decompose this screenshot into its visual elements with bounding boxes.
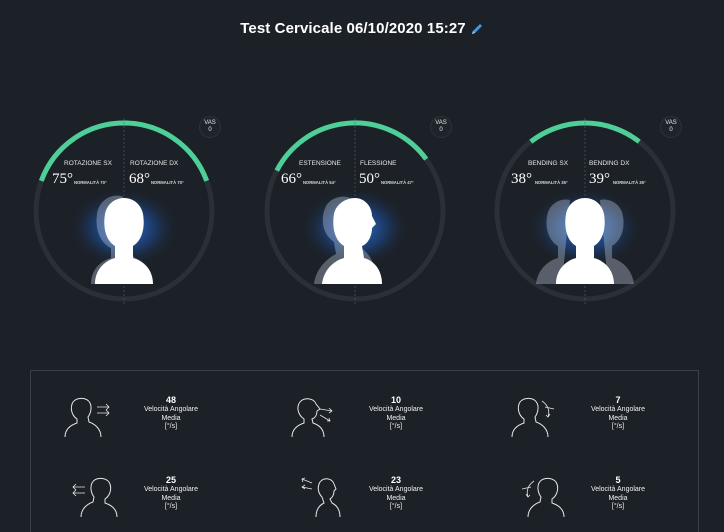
metric-label: Velocità Angolare Media [°/s]	[131, 486, 211, 512]
metric-unit: [°/s]	[389, 423, 403, 430]
metric-label-line: Velocità Angolare	[590, 406, 646, 413]
bending-left-head-icon	[521, 477, 565, 518]
rotation-left-head-icon	[72, 477, 118, 518]
left-angle: 66°	[281, 171, 302, 187]
metric-value: 7	[615, 395, 621, 405]
metric-card: 10 Velocità Angolare Media [°/s]	[286, 395, 486, 455]
vas-label: VAS	[435, 120, 447, 126]
right-norm: NORMALITÀ 47°	[381, 180, 414, 185]
metric-label-line: Velocità Angolare	[368, 406, 424, 413]
left-angle: 38°	[511, 171, 532, 187]
metric-unit: [°/s]	[611, 503, 625, 510]
metric-label-line: Velocità Angolare	[368, 486, 424, 493]
metric-label: Velocità Angolare Media [°/s]	[131, 406, 211, 432]
bending-right-head-icon	[511, 397, 555, 438]
metric-label-line: Media	[161, 494, 181, 502]
metric-label-line: Media	[161, 414, 181, 422]
gauge-flesso-estensione: VAS 0 ESTENSIONE FLESSIONE 66° NORMALITÀ…	[262, 108, 452, 314]
left-label: BENDING SX	[528, 160, 569, 167]
metric-value: 10	[390, 395, 401, 405]
metric-value: 25	[165, 475, 176, 485]
title-row: Test Cervicale 06/10/2020 15:27	[0, 20, 724, 37]
metric-unit: [°/s]	[164, 423, 178, 430]
gauge-ring	[33, 118, 215, 304]
right-label: FLESSIONE	[360, 160, 397, 167]
left-norm: NORMALITÀ 54°	[303, 180, 336, 185]
right-label: BENDING DX	[589, 160, 630, 167]
metric-unit: [°/s]	[389, 503, 403, 510]
gauge-rotazione: VAS 0 ROTAZIONE SX ROTAZIONE DX 75° NORM…	[31, 108, 221, 314]
metric-value: 5	[615, 475, 621, 485]
gauge-ring	[494, 118, 676, 304]
right-angle: 39°	[589, 171, 610, 187]
metric-card: 7 Velocità Angolare Media [°/s]	[508, 395, 708, 455]
right-angle: 50°	[359, 171, 380, 187]
metric-unit: [°/s]	[164, 503, 178, 510]
left-label: ROTAZIONE SX	[64, 160, 112, 167]
left-norm: NORMALITÀ 35°	[535, 180, 568, 185]
metric-label-line: Media	[386, 414, 406, 422]
vas-badge[interactable]: VAS 0	[430, 116, 452, 138]
metric-label-line: Media	[608, 494, 628, 502]
pencil-icon[interactable]	[470, 22, 484, 36]
metric-unit: [°/s]	[611, 423, 625, 430]
right-norm: NORMALITÀ 70°	[151, 180, 184, 185]
metric-label-line: Velocità Angolare	[143, 486, 199, 493]
extension-head-icon	[301, 477, 341, 518]
metric-card: 5 Velocità Angolare Media [°/s]	[508, 475, 708, 532]
vas-value: 0	[208, 127, 212, 133]
metric-value: 23	[390, 475, 401, 485]
left-norm: NORMALITÀ 70°	[74, 180, 107, 185]
vas-value: 0	[439, 127, 443, 133]
left-angle: 75°	[52, 171, 73, 187]
metric-value: 48	[165, 395, 176, 405]
right-angle: 68°	[129, 171, 150, 187]
vas-label: VAS	[204, 120, 216, 126]
gauge-ring	[264, 118, 446, 304]
metric-card: 48 Velocità Angolare Media [°/s]	[61, 395, 261, 455]
metric-card: 23 Velocità Angolare Media [°/s]	[286, 475, 486, 532]
vas-badge[interactable]: VAS 0	[199, 116, 221, 138]
metric-card: 25 Velocità Angolare Media [°/s]	[61, 475, 261, 532]
vas-label: VAS	[665, 120, 677, 126]
metric-label-line: Velocità Angolare	[143, 406, 199, 413]
metric-label-line: Velocità Angolare	[590, 486, 646, 493]
flexion-head-icon	[291, 398, 333, 438]
gauge-bending: VAS 0 BENDING SX BENDING DX 38° NORMALIT…	[492, 108, 682, 314]
metric-label-line: Media	[608, 414, 628, 422]
right-label: ROTAZIONE DX	[130, 160, 179, 167]
angular-velocity-panel: 48 Velocità Angolare Media [°/s] 10 Velo…	[30, 370, 699, 532]
metric-label: Velocità Angolare Media [°/s]	[356, 406, 436, 432]
left-label: ESTENSIONE	[299, 160, 341, 167]
vas-badge[interactable]: VAS 0	[660, 116, 682, 138]
metric-label-line: Media	[386, 494, 406, 502]
metric-label: Velocità Angolare Media [°/s]	[578, 486, 658, 512]
rotation-right-head-icon	[64, 397, 110, 438]
metric-label: Velocità Angolare Media [°/s]	[356, 486, 436, 512]
metric-label: Velocità Angolare Media [°/s]	[578, 406, 658, 432]
page-title: Test Cervicale 06/10/2020 15:27	[240, 20, 466, 37]
vas-value: 0	[669, 127, 673, 133]
right-norm: NORMALITÀ 35°	[613, 180, 646, 185]
